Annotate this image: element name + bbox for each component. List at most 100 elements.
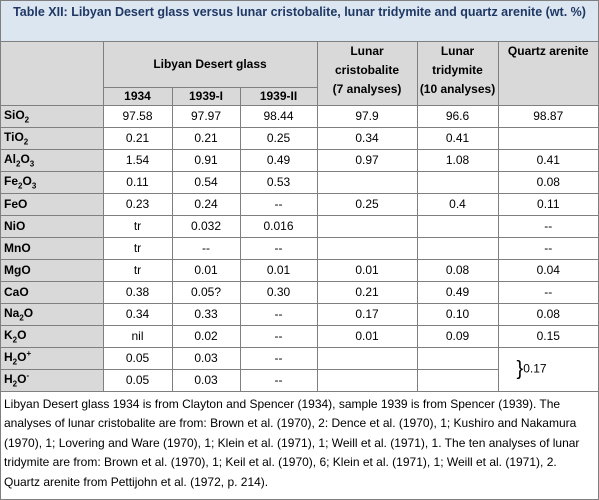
- table-row: TiO2 0.21 0.21 0.25 0.34 0.41: [1, 126, 599, 150]
- table-row: MnO tr -- -- --: [1, 236, 599, 260]
- table-cell: --: [171, 236, 241, 260]
- table-cell: [316, 214, 418, 238]
- table-cell: 1.54: [102, 148, 173, 172]
- formula-part: K: [4, 327, 13, 342]
- table-cell: [316, 346, 418, 370]
- formula-part: FeO: [4, 197, 28, 211]
- table-cell: tr: [102, 236, 173, 260]
- table-cell: 0.09: [416, 324, 499, 348]
- sub-header: 1934: [103, 86, 173, 106]
- table-cell: 97.97: [171, 105, 241, 128]
- table-cell: [497, 126, 599, 150]
- sub-header: 1939-I: [171, 86, 241, 106]
- table-cell: 0.11: [102, 170, 173, 194]
- formula-part: O: [17, 372, 27, 387]
- table-cell: 0.05: [102, 346, 173, 370]
- table-cell: 0.04: [497, 258, 599, 282]
- formula-part: O: [17, 350, 27, 365]
- header-line: Lunar: [350, 44, 384, 58]
- row-label: MgO: [1, 258, 104, 282]
- table-cell: 0.05: [102, 368, 173, 392]
- formula-part: TiO: [4, 129, 24, 144]
- table-cell: 0.25: [239, 126, 318, 150]
- row-label: TiO2: [1, 126, 104, 150]
- table-cell: 98.44: [239, 105, 318, 128]
- formula-part: 3: [29, 159, 35, 169]
- table-cell: 0.41: [416, 126, 499, 150]
- table-cell: 0.01: [239, 258, 318, 282]
- formula-part: +: [26, 349, 32, 359]
- table-row: Fe2O3 0.11 0.54 0.53 0.08: [1, 170, 599, 194]
- table-cell: 0.10: [416, 302, 499, 326]
- header-line: Quartz arenite: [507, 44, 589, 58]
- table-cell: 0.38: [102, 280, 173, 304]
- table-cell: 0.15: [497, 324, 599, 348]
- row-label: SiO2: [1, 105, 104, 128]
- table-cell: tr: [102, 214, 173, 238]
- table-cell: 0.01: [171, 258, 241, 282]
- table-cell: [416, 214, 499, 238]
- table-cell: 0.01: [316, 258, 418, 282]
- formula-part: MnO: [4, 241, 31, 255]
- formula-part: 2: [24, 115, 30, 125]
- table-cell: [316, 170, 418, 194]
- formula-part: Al: [4, 151, 16, 166]
- formula-part: SiO: [4, 107, 25, 122]
- table-row: H2O+ 0.05 0.03 --}0.17: [1, 346, 599, 392]
- header-line: Lunar: [440, 44, 475, 58]
- formula-part: H: [4, 350, 13, 365]
- table-cell: --: [239, 302, 318, 326]
- header-line: tridymite: [432, 63, 483, 77]
- formula-part: 2: [23, 137, 29, 147]
- formula-part: 3: [31, 181, 37, 191]
- formula-part: MgO: [4, 263, 31, 277]
- formula-part: 2: [18, 181, 23, 191]
- table-cell: 0.25: [316, 192, 418, 216]
- table-cell: 97.58: [102, 105, 173, 128]
- row-label: H2O+: [1, 346, 104, 370]
- table-cell: --: [239, 324, 318, 348]
- table-row: NiO tr 0.032 0.016 --: [1, 214, 599, 238]
- table-cell: 0.30: [239, 280, 318, 304]
- column-header: Quartz arenite: [497, 42, 599, 106]
- table-row: SiO2 97.58 97.97 98.44 97.9 96.6 98.87: [1, 105, 599, 128]
- row-label: CaO: [1, 280, 104, 304]
- table-cell: [416, 346, 499, 370]
- data-table: Libyan Desert glass Lunar cristobalite (…: [1, 42, 599, 392]
- table-cell: [316, 236, 418, 260]
- footnote: Libyan Desert glass 1934 is from Clayton…: [4, 396, 580, 489]
- table-cell: 0.08: [497, 170, 599, 194]
- table-cell: 0.23: [102, 192, 173, 216]
- row-label: K2O: [1, 324, 104, 348]
- table-row: K2O nil 0.02 -- 0.01 0.09 0.15: [1, 324, 599, 348]
- column-header: Lunar tridymite (10 analyses): [416, 42, 499, 106]
- table-cell: 0.34: [316, 126, 418, 150]
- group-header: Libyan Desert glass: [102, 42, 318, 88]
- table-row: CaO 0.38 0.05? 0.30 0.21 0.49 --: [1, 280, 599, 304]
- table-cell: 0.08: [416, 258, 499, 282]
- sub-header: 1939-II: [239, 86, 318, 106]
- table-cell: 0.24: [171, 192, 241, 216]
- row-label: Al2O3: [1, 148, 104, 172]
- table-row: Na2O 0.34 0.33 -- 0.17 0.10 0.08: [1, 302, 599, 326]
- table-cell: [416, 368, 499, 392]
- formula-part: 2: [12, 357, 18, 367]
- table-cell: --: [239, 236, 318, 260]
- formula-part: -: [26, 371, 30, 381]
- table-cell: [416, 170, 499, 194]
- table-cell: --: [497, 214, 599, 238]
- table-cell: --: [497, 236, 599, 260]
- formula-part: 2: [12, 335, 18, 345]
- formula-part: O: [22, 173, 32, 188]
- table-cell: 0.49: [239, 148, 318, 172]
- table-cell: 0.01: [316, 324, 418, 348]
- table-cell: }0.17: [497, 346, 599, 392]
- formula-part: 2: [16, 159, 21, 169]
- table-cell: 0.41: [497, 148, 599, 172]
- table-cell: 0.53: [239, 170, 318, 194]
- row-label: FeO: [1, 192, 104, 216]
- formula-part: 2: [19, 313, 24, 323]
- table-cell: 0.03: [171, 368, 241, 392]
- table-cell: 0.91: [171, 148, 241, 172]
